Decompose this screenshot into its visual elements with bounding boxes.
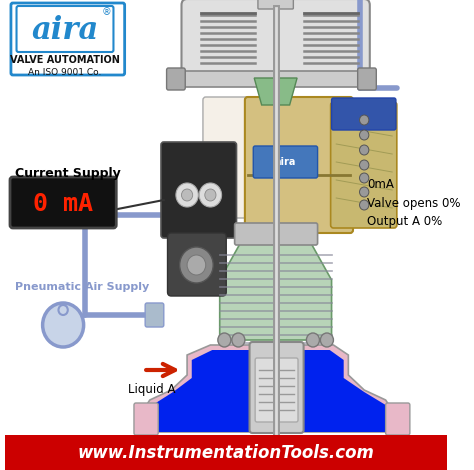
Circle shape: [82, 212, 87, 218]
Circle shape: [360, 160, 369, 170]
Polygon shape: [220, 230, 332, 340]
Circle shape: [360, 115, 369, 125]
FancyBboxPatch shape: [176, 71, 375, 87]
FancyBboxPatch shape: [145, 303, 164, 327]
Text: VALVE AUTOMATION: VALVE AUTOMATION: [10, 55, 120, 65]
Circle shape: [180, 247, 213, 283]
Text: Current Supply: Current Supply: [15, 167, 120, 180]
FancyBboxPatch shape: [10, 177, 116, 228]
FancyBboxPatch shape: [11, 3, 125, 75]
FancyArrowPatch shape: [146, 364, 175, 376]
FancyBboxPatch shape: [235, 223, 318, 245]
FancyBboxPatch shape: [258, 0, 293, 9]
Circle shape: [176, 183, 198, 207]
Circle shape: [182, 189, 193, 201]
FancyBboxPatch shape: [182, 0, 370, 86]
Circle shape: [232, 333, 245, 347]
FancyBboxPatch shape: [167, 233, 226, 296]
Text: Valve opens 0%: Valve opens 0%: [367, 196, 460, 210]
FancyBboxPatch shape: [166, 68, 185, 90]
Text: ®: ®: [101, 7, 111, 17]
Circle shape: [360, 173, 369, 183]
FancyBboxPatch shape: [134, 403, 158, 435]
Text: Liquid A: Liquid A: [128, 384, 175, 397]
FancyBboxPatch shape: [17, 6, 113, 52]
Circle shape: [218, 333, 231, 347]
Polygon shape: [254, 78, 297, 105]
Circle shape: [199, 183, 221, 207]
Text: www.InstrumentationTools.com: www.InstrumentationTools.com: [78, 444, 374, 462]
Circle shape: [360, 145, 369, 155]
Bar: [5, 435, 447, 470]
Circle shape: [205, 189, 216, 201]
Circle shape: [82, 313, 87, 318]
Circle shape: [360, 130, 369, 140]
Circle shape: [320, 333, 333, 347]
FancyBboxPatch shape: [358, 68, 376, 90]
FancyBboxPatch shape: [386, 403, 410, 435]
Circle shape: [360, 200, 369, 210]
Text: 0mA: 0mA: [367, 179, 394, 191]
Polygon shape: [150, 350, 386, 432]
Circle shape: [306, 333, 319, 347]
FancyBboxPatch shape: [161, 142, 237, 238]
Text: aira: aira: [274, 157, 296, 167]
FancyBboxPatch shape: [253, 146, 318, 178]
FancyBboxPatch shape: [203, 97, 344, 218]
Polygon shape: [143, 345, 392, 432]
Text: aira: aira: [31, 15, 99, 46]
FancyBboxPatch shape: [255, 358, 298, 422]
Text: 0 mA: 0 mA: [33, 192, 93, 216]
Text: An ISO 9001 Co.: An ISO 9001 Co.: [28, 68, 102, 77]
FancyBboxPatch shape: [331, 102, 397, 228]
Circle shape: [360, 187, 369, 197]
Text: Output A 0%: Output A 0%: [367, 214, 442, 227]
Circle shape: [43, 303, 83, 347]
Circle shape: [187, 255, 206, 275]
FancyBboxPatch shape: [249, 342, 304, 433]
FancyBboxPatch shape: [245, 97, 353, 233]
FancyBboxPatch shape: [332, 98, 396, 130]
Text: Pneumatic Air Supply: Pneumatic Air Supply: [15, 282, 149, 292]
